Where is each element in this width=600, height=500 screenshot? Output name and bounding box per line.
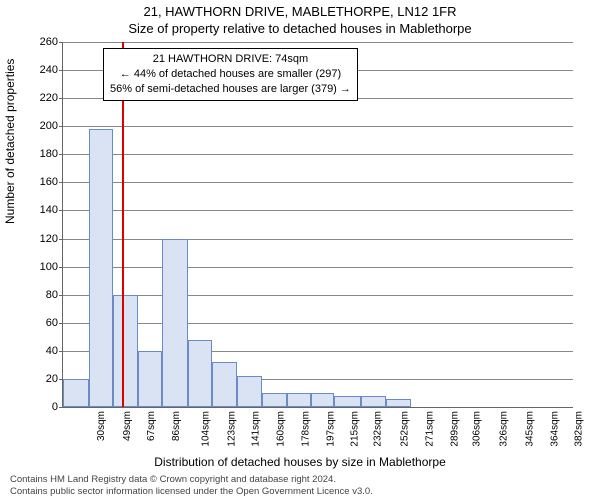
- chart-subtitle: Size of property relative to detached ho…: [0, 21, 600, 36]
- x-tick-label: 123sqm: [226, 411, 237, 447]
- y-tick-label: 60: [28, 317, 58, 329]
- x-tick-label: 215sqm: [350, 411, 361, 447]
- histogram-bar: [262, 393, 288, 407]
- y-tick-mark: [59, 42, 63, 43]
- histogram-bar: [138, 351, 162, 407]
- y-tick-mark: [59, 210, 63, 211]
- gridline: [63, 154, 573, 155]
- x-tick-label: 271sqm: [425, 411, 436, 447]
- y-tick-mark: [59, 351, 63, 352]
- x-tick-label: 364sqm: [550, 411, 561, 447]
- y-tick-mark: [59, 295, 63, 296]
- gridline: [63, 126, 573, 127]
- y-tick-label: 240: [28, 64, 58, 76]
- x-tick-label: 178sqm: [300, 411, 311, 447]
- y-tick-mark: [59, 98, 63, 99]
- x-tick-label: 30sqm: [96, 411, 107, 441]
- chart-container: 21, HAWTHORN DRIVE, MABLETHORPE, LN12 1F…: [0, 0, 600, 500]
- x-axis-label: Distribution of detached houses by size …: [0, 455, 600, 469]
- histogram-bar: [361, 396, 387, 407]
- annotation-line: 21 HAWTHORN DRIVE: 74sqm: [110, 52, 351, 67]
- histogram-bar: [63, 379, 89, 407]
- y-tick-label: 0: [28, 401, 58, 413]
- x-tick-label: 197sqm: [326, 411, 337, 447]
- gridline: [63, 323, 573, 324]
- y-tick-label: 120: [28, 233, 58, 245]
- histogram-bar: [287, 393, 311, 407]
- y-tick-mark: [59, 239, 63, 240]
- histogram-bar: [212, 362, 238, 407]
- x-tick-label: 86sqm: [171, 411, 182, 441]
- x-tick-label: 306sqm: [472, 411, 483, 447]
- y-tick-label: 100: [28, 261, 58, 273]
- gridline: [63, 295, 573, 296]
- x-tick-label: 49sqm: [122, 411, 133, 441]
- y-tick-label: 160: [28, 176, 58, 188]
- annotation-line: ← 44% of detached houses are smaller (29…: [110, 67, 351, 82]
- x-tick-label: 104sqm: [201, 411, 212, 447]
- chart-title-address: 21, HAWTHORN DRIVE, MABLETHORPE, LN12 1F…: [0, 4, 600, 19]
- y-tick-label: 40: [28, 345, 58, 357]
- annotation-line: 56% of semi-detached houses are larger (…: [110, 82, 351, 97]
- y-tick-label: 140: [28, 204, 58, 216]
- histogram-bar: [188, 340, 212, 407]
- y-tick-label: 80: [28, 289, 58, 301]
- gridline: [63, 267, 573, 268]
- gridline: [63, 42, 573, 43]
- y-tick-mark: [59, 323, 63, 324]
- y-tick-label: 20: [28, 373, 58, 385]
- x-tick-label: 67sqm: [146, 411, 157, 441]
- y-tick-mark: [59, 182, 63, 183]
- x-tick-label: 252sqm: [400, 411, 411, 447]
- y-tick-mark: [59, 267, 63, 268]
- x-tick-label: 345sqm: [524, 411, 535, 447]
- y-tick-label: 220: [28, 92, 58, 104]
- histogram-bar: [334, 396, 361, 407]
- histogram-bar: [237, 376, 261, 407]
- annotation-box: 21 HAWTHORN DRIVE: 74sqm← 44% of detache…: [103, 48, 358, 101]
- attribution-text: Contains HM Land Registry data © Crown c…: [10, 474, 590, 497]
- y-tick-mark: [59, 407, 63, 408]
- x-tick-label: 326sqm: [499, 411, 510, 447]
- x-tick-label: 160sqm: [276, 411, 287, 447]
- histogram-bar: [386, 399, 410, 407]
- x-tick-label: 232sqm: [373, 411, 384, 447]
- gridline: [63, 182, 573, 183]
- y-tick-mark: [59, 154, 63, 155]
- attribution-line: Contains HM Land Registry data © Crown c…: [10, 474, 590, 485]
- x-tick-label: 141sqm: [251, 411, 262, 447]
- histogram-bar: [89, 129, 113, 407]
- y-axis-label: Number of detached properties: [3, 59, 17, 224]
- histogram-bar: [311, 393, 334, 407]
- attribution-line: Contains public sector information licen…: [10, 486, 590, 497]
- x-tick-label: 382sqm: [574, 411, 585, 447]
- gridline: [63, 239, 573, 240]
- gridline: [63, 210, 573, 211]
- y-tick-mark: [59, 126, 63, 127]
- y-tick-label: 200: [28, 120, 58, 132]
- plot-area: 21 HAWTHORN DRIVE: 74sqm← 44% of detache…: [62, 42, 573, 408]
- histogram-bar: [113, 295, 139, 407]
- y-tick-label: 180: [28, 148, 58, 160]
- x-tick-label: 289sqm: [449, 411, 460, 447]
- y-tick-mark: [59, 70, 63, 71]
- histogram-bar: [162, 239, 188, 407]
- y-tick-label: 260: [28, 36, 58, 48]
